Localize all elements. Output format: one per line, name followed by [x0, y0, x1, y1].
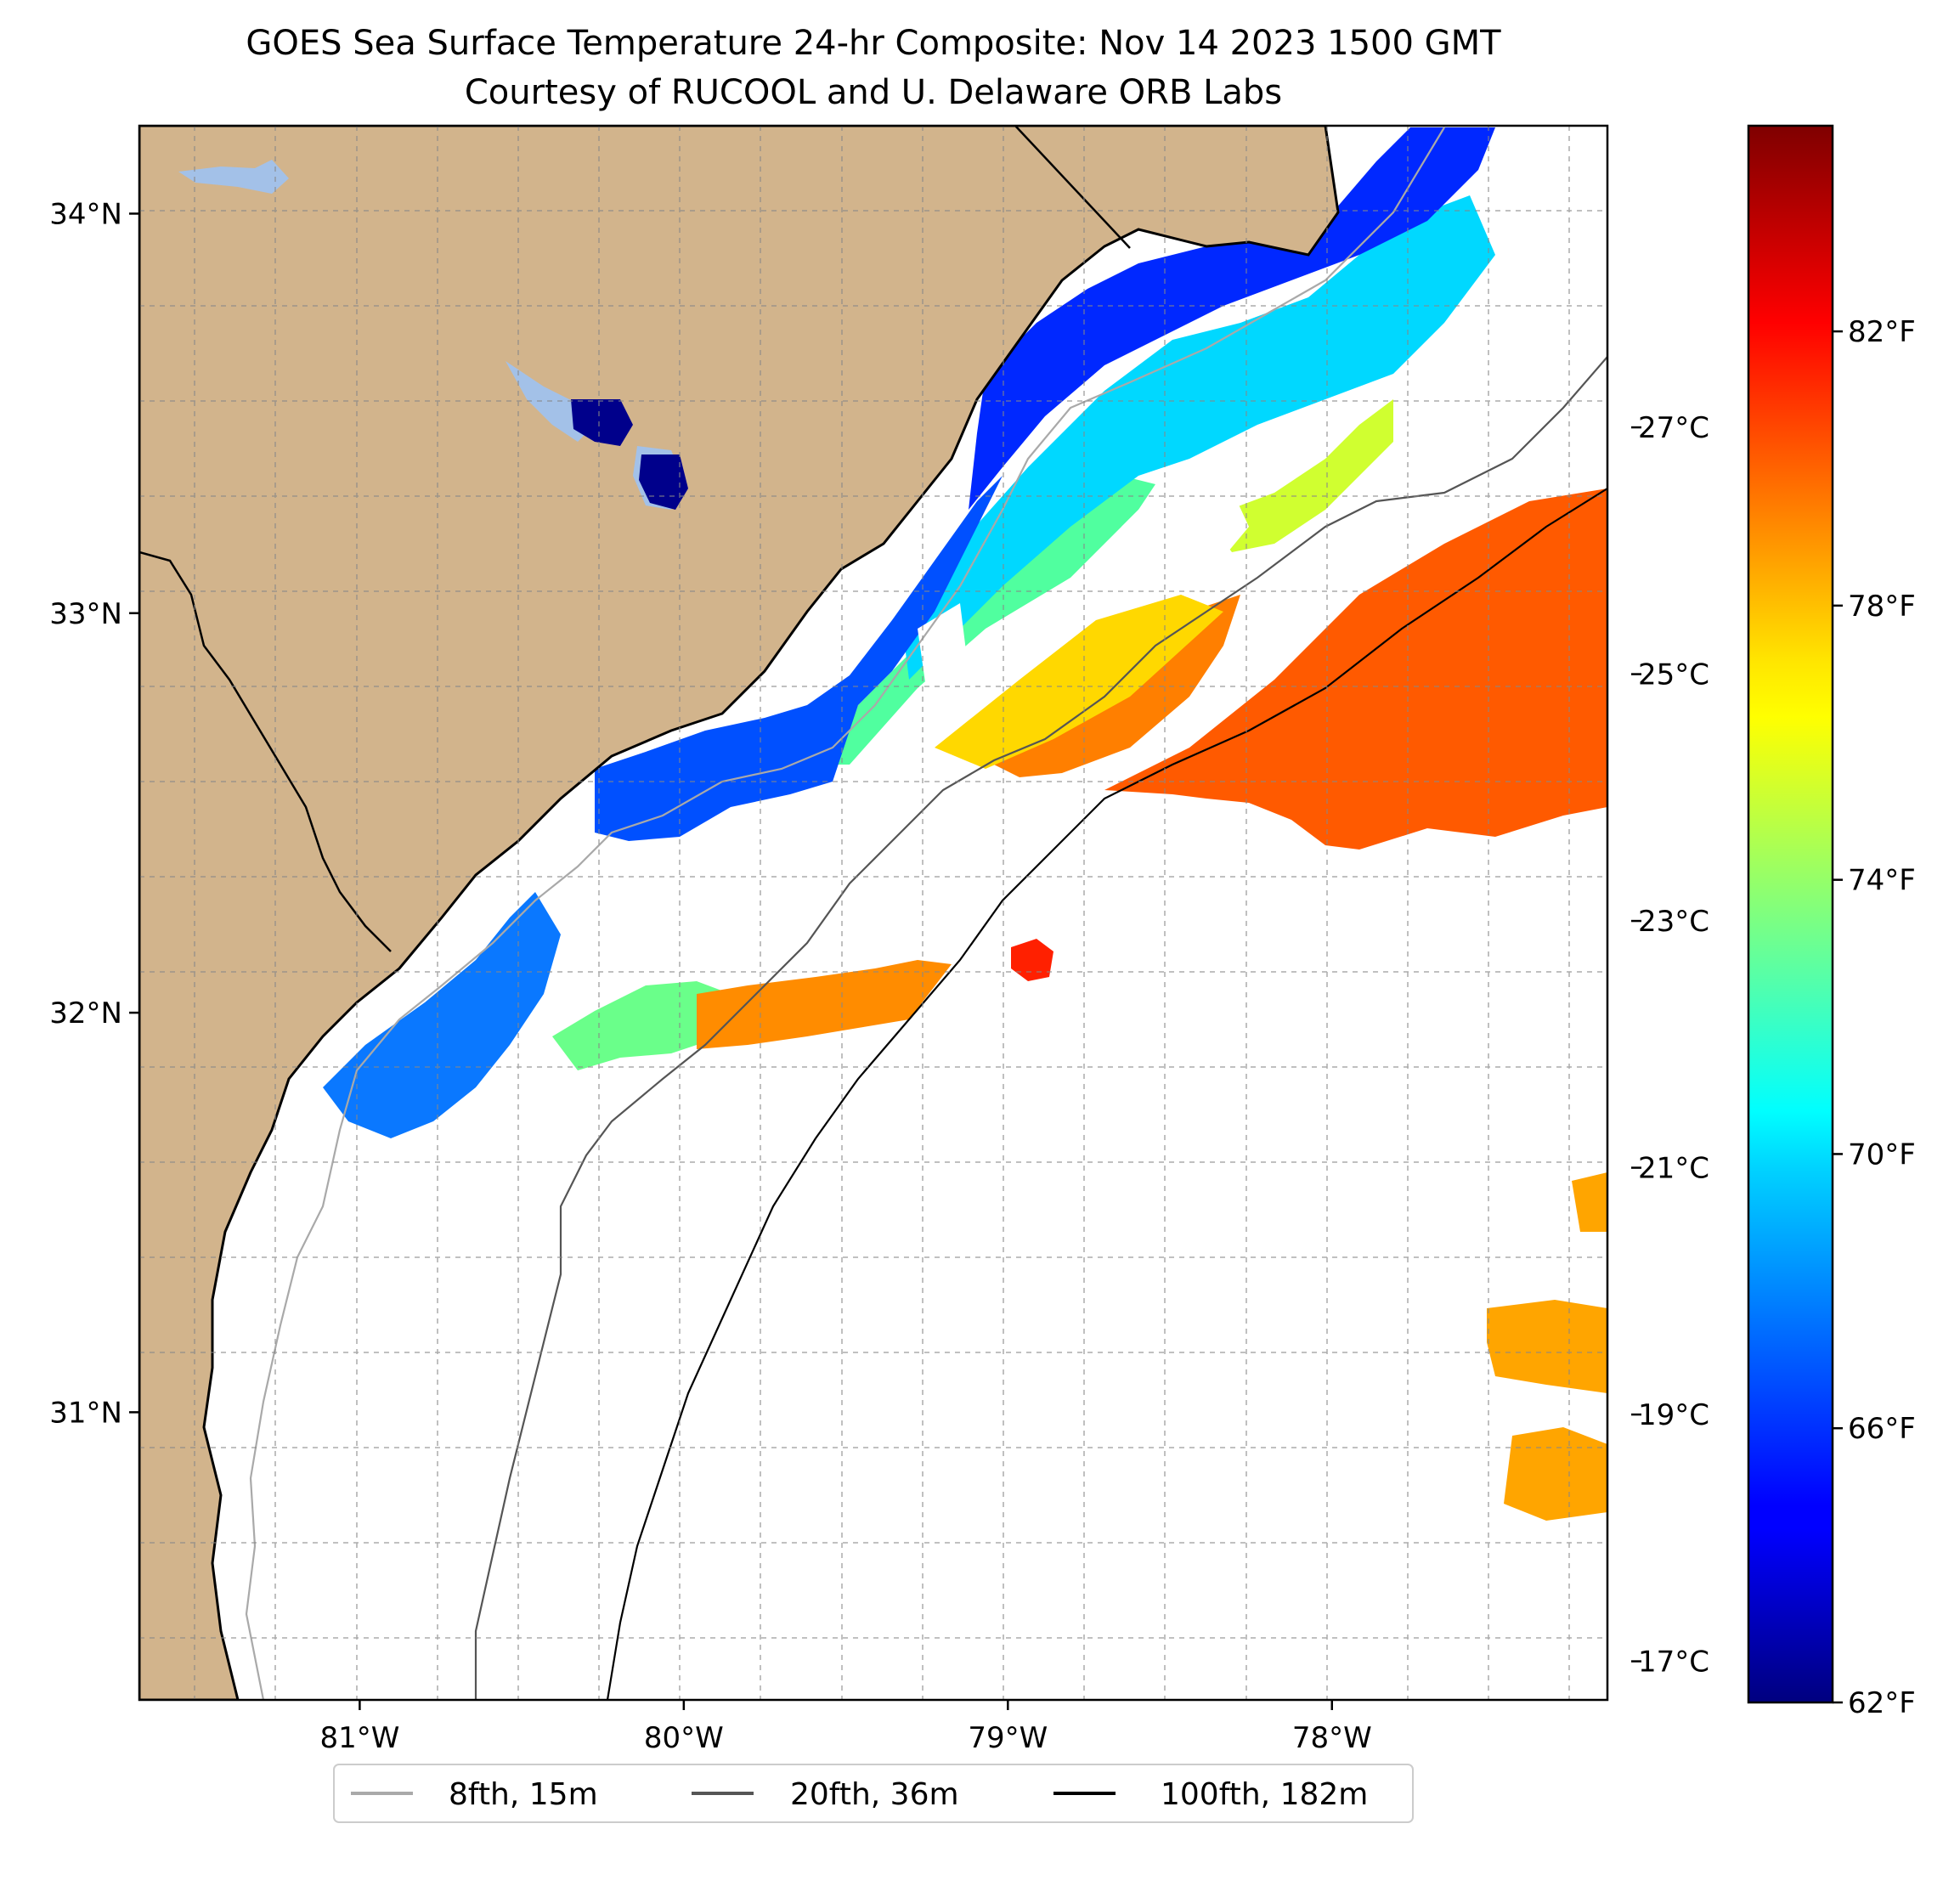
contour-182m [606, 488, 1607, 1700]
colorbar-c-tick-label: 17°C [1638, 1646, 1709, 1680]
sst-patch-orange-east [1104, 488, 1607, 850]
colorbar-c-tick-label: 19°C [1638, 1398, 1709, 1432]
map-frame [138, 124, 1609, 1702]
lat-tick-label: 34°N [49, 197, 122, 231]
lon-tick-label: 81°W [319, 1721, 399, 1755]
sst-patch-blue-south [323, 892, 561, 1138]
contour-36m [474, 356, 1607, 1700]
contour-15m [245, 127, 1445, 1700]
colorbar-fahrenheit-axis: 62°F 66°F 70°F 74°F 78°F 82°F [1833, 315, 1916, 1720]
sst-patch-orange-se1 [1572, 1172, 1607, 1232]
sst-patch-orange-se3 [1504, 1427, 1607, 1521]
colorbar-celsius-axis: 17°C 19°C 21°C 23°C 25°C 27°C [1631, 411, 1709, 1680]
cloud-gap-2 [918, 603, 969, 688]
contour-legend: 8fth, 15m 20fth, 36m 100fth, 182m [333, 1764, 1414, 1823]
colorbar-c-tick-label: 21°C [1638, 1152, 1709, 1186]
sst-patch-cyan [901, 195, 1495, 680]
sst-patch-lightyellow [1206, 399, 1393, 552]
lake-north [178, 160, 289, 194]
sst-patch-blue-central [595, 476, 1003, 841]
colorbar-f-tick-label: 78°F [1848, 590, 1916, 624]
colorbar-f-tick-label: 82°F [1848, 315, 1916, 349]
map-area [139, 126, 1607, 1700]
cloud-gap-1 [1121, 471, 1249, 586]
state-border-nc-sc [1014, 126, 1131, 249]
lat-tick-label: 31°N [49, 1396, 122, 1430]
map-subtitle: Courtesy of RUCOOL and U. Delaware ORB L… [465, 73, 1282, 112]
colorbar-f-tick-label: 70°F [1848, 1138, 1916, 1171]
state-border-sc-ga [139, 550, 392, 952]
lon-axis: 81°W 80°W 79°W 78°W [319, 1700, 1372, 1755]
sst-patch-green-south [552, 981, 731, 1070]
sst-patch-orange-se2 [1487, 1300, 1607, 1393]
colorbar-f-tick-label: 74°F [1848, 864, 1916, 898]
lon-tick-label: 79°W [968, 1721, 1048, 1755]
lon-tick-label: 80°W [644, 1721, 724, 1755]
gridlines [139, 126, 1607, 1700]
lat-tick-label: 33°N [49, 597, 122, 631]
lat-tick-label: 32°N [49, 996, 122, 1030]
colorbar-c-tick-label: 23°C [1638, 905, 1709, 939]
map-title: GOES Sea Surface Temperature 24-hr Compo… [246, 24, 1501, 63]
legend-frame [333, 1764, 1414, 1823]
legend-label-182m: 100fth, 182m [1161, 1777, 1368, 1812]
lat-axis: 34°N 33°N 32°N 31°N [49, 197, 139, 1430]
colorbar-c-tick-label: 27°C [1638, 411, 1709, 445]
lon-tick-label: 78°W [1292, 1721, 1372, 1755]
legend-label-15m: 8fth, 15m [449, 1777, 598, 1812]
colorbar-c-tick-label: 25°C [1638, 658, 1709, 692]
sst-patch-yellow [935, 595, 1223, 769]
legend-label-36m: 20fth, 36m [790, 1777, 959, 1812]
sst-field [323, 127, 1607, 1521]
colorbar-gradient [1747, 124, 1834, 1704]
sst-patch-green [837, 476, 1155, 765]
sst-patch-red-spot [1011, 939, 1053, 981]
colorbar-f-tick-label: 62°F [1848, 1686, 1916, 1720]
colorbar-f-tick-label: 66°F [1848, 1412, 1916, 1446]
sst-patch-blue-north [969, 127, 1495, 510]
lake-water-dark-1 [571, 399, 633, 446]
